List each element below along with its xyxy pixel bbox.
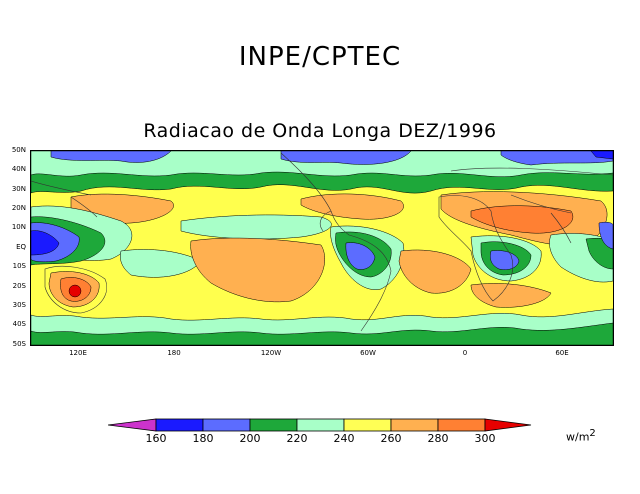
red-australia <box>68 284 82 298</box>
north-blue-patch-1 <box>50 151 172 163</box>
coastline-asia <box>31 180 98 218</box>
units-exponent: 2 <box>589 428 596 439</box>
colorbar-label-300: 300 <box>474 432 496 445</box>
map-title: Radiacao de Onda Longa DEZ/1996 <box>143 120 497 142</box>
colorbar-segment-240-260 <box>343 418 392 432</box>
coastline-americas <box>280 152 392 332</box>
olr-map <box>30 150 614 346</box>
colorbar-segment-160-180 <box>155 418 204 432</box>
green-indian <box>585 237 613 270</box>
lat-label-10n: 10N <box>11 223 26 231</box>
lon-label-120e: 120E <box>69 349 87 357</box>
lightgreen-spcz <box>120 249 202 278</box>
lat-label-50s: 50S <box>12 340 26 348</box>
colorbar <box>108 418 532 432</box>
lat-label-40s: 40S <box>12 320 26 328</box>
olr-map-svg <box>31 151 613 345</box>
orange-south-atlantic <box>398 249 472 294</box>
orange-south-pacific <box>190 237 325 303</box>
darkorange-sahara <box>470 205 573 234</box>
coastline-africa <box>438 195 513 302</box>
colorbar-label-200: 200 <box>239 432 261 445</box>
lat-label-20s: 20S <box>12 282 26 290</box>
units-label: w/m2 <box>566 428 596 444</box>
lightgreen-itcz <box>180 214 332 240</box>
lon-label-60e: 60E <box>555 349 569 357</box>
orange-south-indian <box>470 283 552 308</box>
lon-label-120w: 120W <box>260 349 282 357</box>
lat-label-10s: 10S <box>12 262 26 270</box>
lat-label-40n: 40N <box>11 165 26 173</box>
colorbar-segment-260-280 <box>390 418 439 432</box>
north-blue-patch-2 <box>280 151 412 165</box>
units-text: w/m <box>566 430 590 444</box>
colorbar-segment-220-240 <box>296 418 345 432</box>
darkblue-indonesia <box>31 230 60 256</box>
lat-label-eq: EQ <box>16 243 26 251</box>
colorbar-label-280: 280 <box>427 432 449 445</box>
coastline-australia <box>44 265 107 314</box>
colorbar-arrow-right <box>484 418 532 432</box>
colorbar-label-160: 160 <box>145 432 167 445</box>
lat-label-30s: 30S <box>12 301 26 309</box>
colorbar-segment-280-300 <box>437 418 486 432</box>
lon-label-60w: 60W <box>360 349 376 357</box>
colorbar-segment-200-220 <box>249 418 298 432</box>
lat-label-50n: 50N <box>11 146 26 154</box>
north-blue-patch-3 <box>500 151 613 166</box>
orange-north-atlantic <box>300 193 404 220</box>
colorbar-label-180: 180 <box>192 432 214 445</box>
lat-label-20n: 20N <box>11 204 26 212</box>
colorbar-label-220: 220 <box>286 432 308 445</box>
lon-label-0: 0 <box>462 349 468 357</box>
north-darkblue-patch <box>590 151 613 160</box>
north-lightgreen-band <box>31 151 613 177</box>
main-title: INPE/CPTEC <box>238 42 402 72</box>
colorbar-label-240: 240 <box>333 432 355 445</box>
blue-amazon <box>345 242 376 270</box>
south-darkgreen-band <box>31 322 613 345</box>
colorbar-arrow-left <box>108 418 157 432</box>
colorbar-label-260: 260 <box>380 432 402 445</box>
lon-label-180: 180 <box>167 349 181 357</box>
blue-indian-east <box>598 221 613 250</box>
lat-label-30n: 30N <box>11 185 26 193</box>
colorbar-segment-180-200 <box>202 418 251 432</box>
coastline-eurasia <box>450 167 613 244</box>
